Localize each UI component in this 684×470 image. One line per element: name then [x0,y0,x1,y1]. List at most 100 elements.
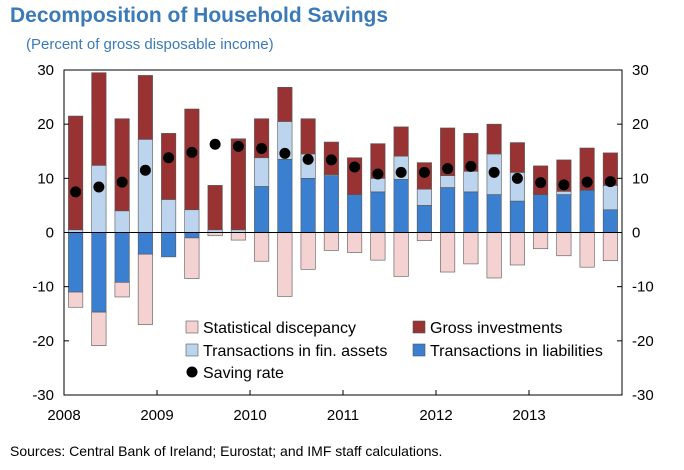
bar-transactions-in-liabilities-2011q3 [393,179,409,233]
y-tick-label-left: -30 [32,387,54,404]
saving-rate-point-2010q1 [256,143,268,155]
bar-gross-investments-2008q4 [137,75,153,140]
saving-rate-point-2012q1 [442,163,454,175]
saving-rate-point-2008q4 [139,164,151,176]
bar-transactions-in-fin-assets-2013q4 [602,185,618,211]
bar-transactions-in-liabilities-2010q4 [323,175,339,233]
bar-statistical-discepancy-2008q4 [137,253,153,325]
bar-transactions-in-liabilities-2012q4 [509,200,525,233]
legend-label-transactions-in-fin-assets: Transactions in fin. assets [203,343,387,360]
legend-swatch-transactions-in-liabilities [412,343,426,357]
bar-statistical-discepancy-2013q4 [602,232,618,261]
bar-gross-investments-2012q4 [509,142,525,173]
bar-transactions-in-liabilities-2008q4 [137,232,153,255]
bar-transactions-in-liabilities-2012q3 [486,194,502,233]
saving-rate-point-2011q1 [349,161,361,173]
bar-statistical-discepancy-2012q2 [463,232,479,265]
bar-gross-investments-2011q3 [393,126,409,157]
bar-statistical-discepancy-2010q3 [300,232,316,270]
y-tick-label-right: -10 [632,279,654,296]
saving-rate-point-2013q4 [604,176,616,188]
saving-rate-point-2013q3 [581,176,593,188]
bar-gross-investments-2009q1 [161,133,177,200]
y-tick-label-right: 0 [632,225,640,242]
legend-marker-saving-rate [186,366,198,378]
legend-swatch-gross-investments [412,320,426,334]
bar-gross-investments-2012q3 [486,123,502,155]
legend-swatch-statistical-discepancy [185,320,199,334]
legend-label-transactions-in-liabilities: Transactions in liabilities [430,343,603,360]
bar-transactions-in-fin-assets-2009q2 [184,209,200,233]
bar-transactions-in-liabilities-2010q2 [277,159,293,233]
bar-gross-investments-2008q2 [91,72,107,166]
x-tick-label-2010: 2010 [233,407,266,424]
axes-layer: -30 -30 -20 -20 -10 -10 0 0 10 10 20 20 30 30 2008 2009… [32,62,653,424]
saving-rate-point-2009q2 [186,146,198,158]
bar-gross-investments-2009q3 [207,185,223,231]
legend-label-gross-investments: Gross investments [430,320,562,337]
bars-layer [68,72,618,347]
saving-rate-point-2009q1 [163,152,175,164]
markers-layer [70,138,616,198]
bar-gross-investments-2012q1 [440,127,456,176]
y-tick-label-left: 30 [37,62,54,79]
y-tick-label-right: 10 [632,170,649,187]
saving-rate-point-2008q2 [93,181,105,193]
bar-gross-investments-2008q1 [68,115,84,231]
y-tick-label-right: -30 [632,387,654,404]
bar-statistical-discepancy-2012q3 [486,232,502,279]
bar-gross-investments-2008q3 [114,118,130,212]
bar-transactions-in-fin-assets-2008q4 [137,139,153,233]
bar-statistical-discepancy-2010q1 [254,232,270,262]
x-tick-label-2011: 2011 [327,407,359,424]
saving-rate-point-2010q3 [302,153,314,165]
bar-gross-investments-2010q2 [277,87,293,122]
bar-gross-investments-2009q2 [184,108,200,211]
y-tick-label-right: -20 [632,333,654,350]
bar-transactions-in-liabilities-2009q1 [161,232,177,258]
bar-transactions-in-liabilities-2013q1 [533,194,549,233]
y-tick-label-right: 20 [632,116,649,133]
bar-gross-investments-2009q4 [230,138,246,231]
saving-rate-point-2013q2 [558,179,570,191]
bar-statistical-discepancy-2013q3 [579,232,595,268]
bar-transactions-in-liabilities-2011q1 [347,194,363,233]
saving-rate-point-2010q4 [325,154,337,166]
bar-transactions-in-fin-assets-2010q1 [254,157,270,187]
bar-statistical-discepancy-2009q2 [184,237,200,279]
bar-transactions-in-liabilities-2008q1 [68,232,84,293]
legend-label-statistical-discepancy: Statistical discepancy [203,320,356,337]
saving-rate-point-2009q4 [232,140,244,152]
saving-rate-point-2010q2 [279,147,291,159]
x-tick-label-2008: 2008 [47,407,80,424]
bar-transactions-in-fin-assets-2011q2 [370,178,386,193]
bar-statistical-discepancy-2012q1 [440,232,456,273]
bar-statistical-discepancy-2009q4 [230,232,246,241]
bar-transactions-in-fin-assets-2009q1 [161,199,177,233]
bar-transactions-in-liabilities-2012q1 [440,187,456,233]
bar-statistical-discepancy-2008q3 [114,282,130,298]
saving-rate-point-2008q1 [70,186,82,198]
bar-transactions-in-fin-assets-2012q2 [463,170,479,193]
bar-transactions-in-liabilities-2008q2 [91,232,107,313]
y-tick-label-left: 0 [46,225,54,242]
bar-statistical-discepancy-2011q3 [393,232,409,277]
bar-gross-investments-2010q3 [300,118,316,155]
bar-statistical-discepancy-2012q4 [509,232,525,266]
bar-transactions-in-fin-assets-2012q1 [440,175,456,188]
y-tick-label-left: -20 [32,333,54,350]
saving-rate-point-2012q3 [488,166,500,178]
bar-transactions-in-liabilities-2009q2 [184,232,200,239]
bar-transactions-in-fin-assets-2013q2 [556,191,572,195]
bar-transactions-in-liabilities-2010q3 [300,178,316,233]
bar-transactions-in-liabilities-2013q2 [556,194,572,233]
bar-transactions-in-liabilities-2011q2 [370,191,386,233]
x-tick-label-2013: 2013 [512,407,545,424]
chart-title: Decomposition of Household Savings [10,4,389,27]
chart-subtitle: (Percent of gross disposable income) [26,36,274,53]
bar-statistical-discepancy-2013q2 [556,232,572,257]
bar-statistical-discepancy-2010q4 [323,232,339,251]
bar-statistical-discepancy-2013q1 [533,232,549,250]
legend: Statistical discepancy Gross investments T… [185,320,603,382]
